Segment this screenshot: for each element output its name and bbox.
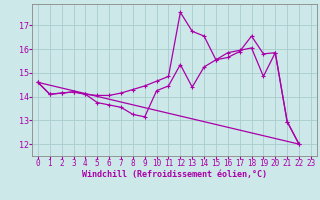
X-axis label: Windchill (Refroidissement éolien,°C): Windchill (Refroidissement éolien,°C) — [82, 170, 267, 179]
